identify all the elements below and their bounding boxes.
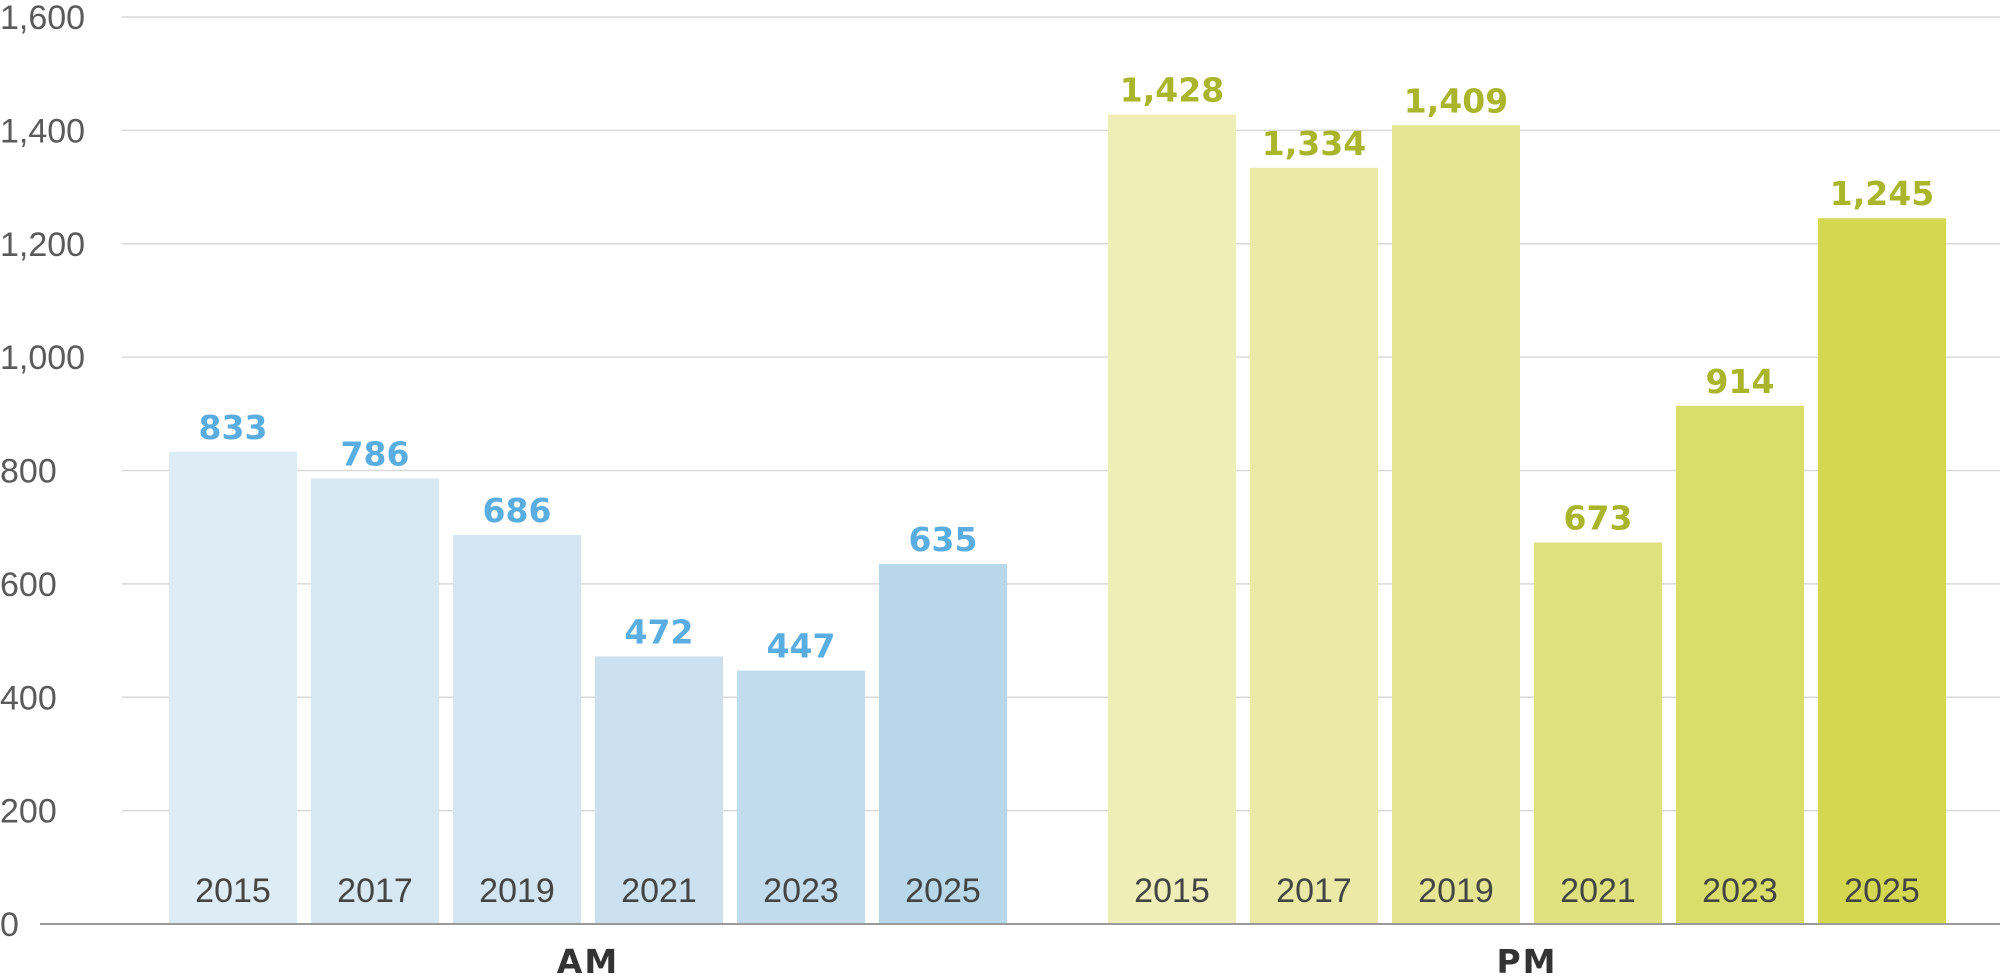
group-label-pm: PM [1496, 942, 1557, 977]
y-tick-label: 1,200 [0, 226, 85, 264]
category-label: 2021 [1560, 872, 1636, 910]
value-label: 635 [909, 520, 978, 559]
value-label: 914 [1706, 362, 1775, 401]
y-tick-label: 1,000 [0, 339, 85, 377]
category-label: 2015 [1134, 872, 1210, 910]
y-tick-label: 400 [0, 679, 57, 717]
group-label-am: AM [557, 942, 619, 977]
y-tick-label: 200 [0, 793, 57, 831]
bar-pm-2019 [1392, 125, 1520, 924]
category-label: 2021 [621, 872, 697, 910]
category-label: 2017 [1276, 872, 1352, 910]
bar-am-2025 [879, 564, 1007, 924]
value-label: 1,245 [1830, 174, 1934, 213]
bar-pm-2025 [1818, 218, 1946, 925]
data-labels: 833 2015 786 2017 686 2019 472 2021 447 2023 635 20… [195, 71, 1934, 910]
bars [169, 114, 1946, 925]
value-label: 673 [1564, 498, 1633, 537]
y-axis: 0 200 400 600 800 1,000 1,200 1,400 1,600 [0, 0, 85, 944]
bar-am-2015 [169, 451, 297, 924]
value-label: 786 [341, 434, 410, 473]
category-label: 2019 [479, 872, 555, 910]
bar-am-2023 [737, 670, 865, 924]
value-label: 1,409 [1404, 81, 1508, 120]
y-tick-label: 1,400 [0, 112, 85, 150]
y-tick-label: 800 [0, 453, 57, 491]
bar-pm-2021 [1534, 542, 1662, 924]
y-tick-label: 1,600 [0, 0, 85, 37]
bar-am-2019 [453, 535, 581, 924]
value-label: 472 [625, 612, 694, 651]
category-label: 2023 [1702, 872, 1778, 910]
value-label: 1,428 [1120, 71, 1224, 110]
bar-am-2021 [595, 656, 723, 924]
y-tick-label: 600 [0, 566, 57, 604]
value-label: 686 [483, 491, 552, 530]
category-label: 2025 [1844, 872, 1920, 910]
category-label: 2015 [195, 872, 271, 910]
value-label: 833 [199, 408, 268, 447]
y-tick-label: 0 [0, 906, 19, 944]
bar-pm-2015 [1108, 114, 1236, 924]
category-label: 2017 [337, 872, 413, 910]
category-label: 2023 [763, 872, 839, 910]
bar-am-2017 [311, 478, 439, 924]
value-label: 447 [767, 627, 836, 666]
category-label: 2019 [1418, 872, 1494, 910]
bar-pm-2017 [1250, 167, 1378, 924]
value-label: 1,334 [1262, 124, 1366, 163]
category-label: 2025 [905, 872, 981, 910]
group-labels: AM PM [557, 942, 1557, 977]
bar-pm-2023 [1676, 405, 1804, 925]
